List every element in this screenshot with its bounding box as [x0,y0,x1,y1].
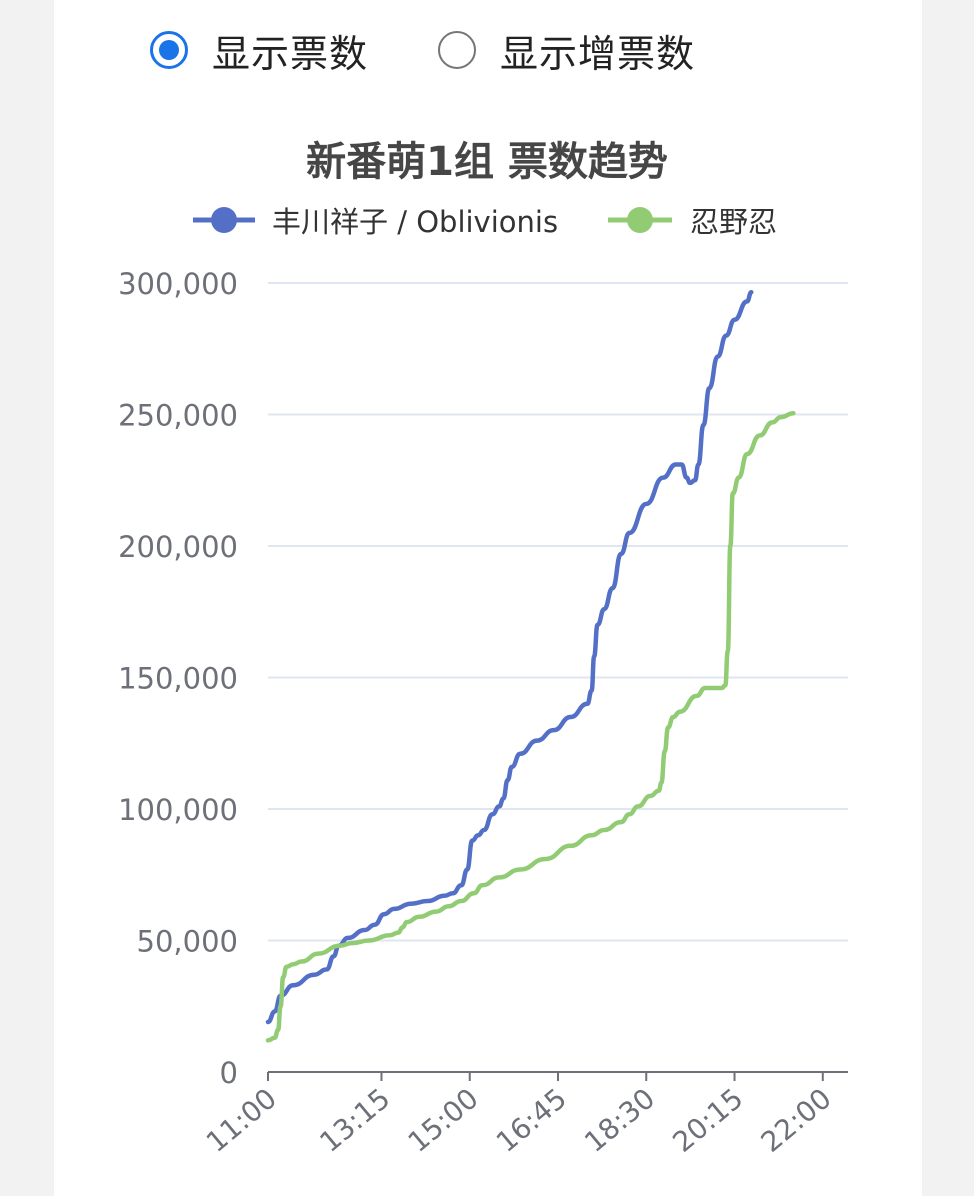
x-axis: 11:00 13:15 15:00 16:45 18:30 20:15 22:00 [200,1071,848,1159]
x-tick-label: 13:15 [313,1082,396,1159]
display-mode-toggle: 显示票数 显示增票数 [150,22,765,78]
legend-item-sakiko[interactable]: 丰川祥子 / Oblivionis [193,205,558,239]
y-axis: 0 50,000 100,000 150,000 200,000 250,000 300,0… [118,267,238,1090]
radio-checked-icon[interactable] [150,31,188,69]
y-tick-label: 150,000 [118,662,238,696]
legend-marker-shinobu [627,207,653,233]
series-line-0[interactable] [265,289,754,1025]
legend-label-shinobu: 忍野忍 [690,205,777,239]
y-tick-label: 250,000 [118,399,238,433]
chart-title: 新番萌1组 票数趋势 [306,139,668,185]
radio-show-votes[interactable]: 显示票数 [150,23,368,78]
radio-show-votes-label: 显示票数 [212,31,369,76]
series-line-1[interactable] [265,410,796,1043]
chart-legend: 丰川祥子 / Oblivionis 忍野忍 [193,205,777,239]
x-tick-label: 15:00 [402,1082,485,1159]
y-tick-label: 300,000 [118,267,238,301]
legend-item-shinobu[interactable]: 忍野忍 [608,205,777,239]
radio-show-increase[interactable]: 显示增票数 [438,23,695,78]
x-tick-label: 22:00 [755,1082,838,1159]
x-tick-label: 11:00 [200,1082,283,1159]
radio-show-increase-label: 显示增票数 [500,31,696,76]
y-tick-label: 0 [220,1056,238,1090]
x-tick-label: 20:15 [666,1082,749,1159]
x-tick-label: 18:30 [578,1082,661,1159]
legend-marker-sakiko [211,207,237,233]
y-tick-label: 100,000 [118,793,238,827]
y-grid [268,282,848,942]
y-tick-label: 200,000 [118,530,238,564]
legend-label-sakiko: 丰川祥子 / Oblivionis [272,205,558,239]
chart-card [54,0,922,1196]
radio-unchecked-icon[interactable] [438,31,477,69]
x-tick-label: 16:45 [490,1082,573,1159]
y-tick-label: 50,000 [137,925,238,959]
series-lines [265,289,796,1043]
